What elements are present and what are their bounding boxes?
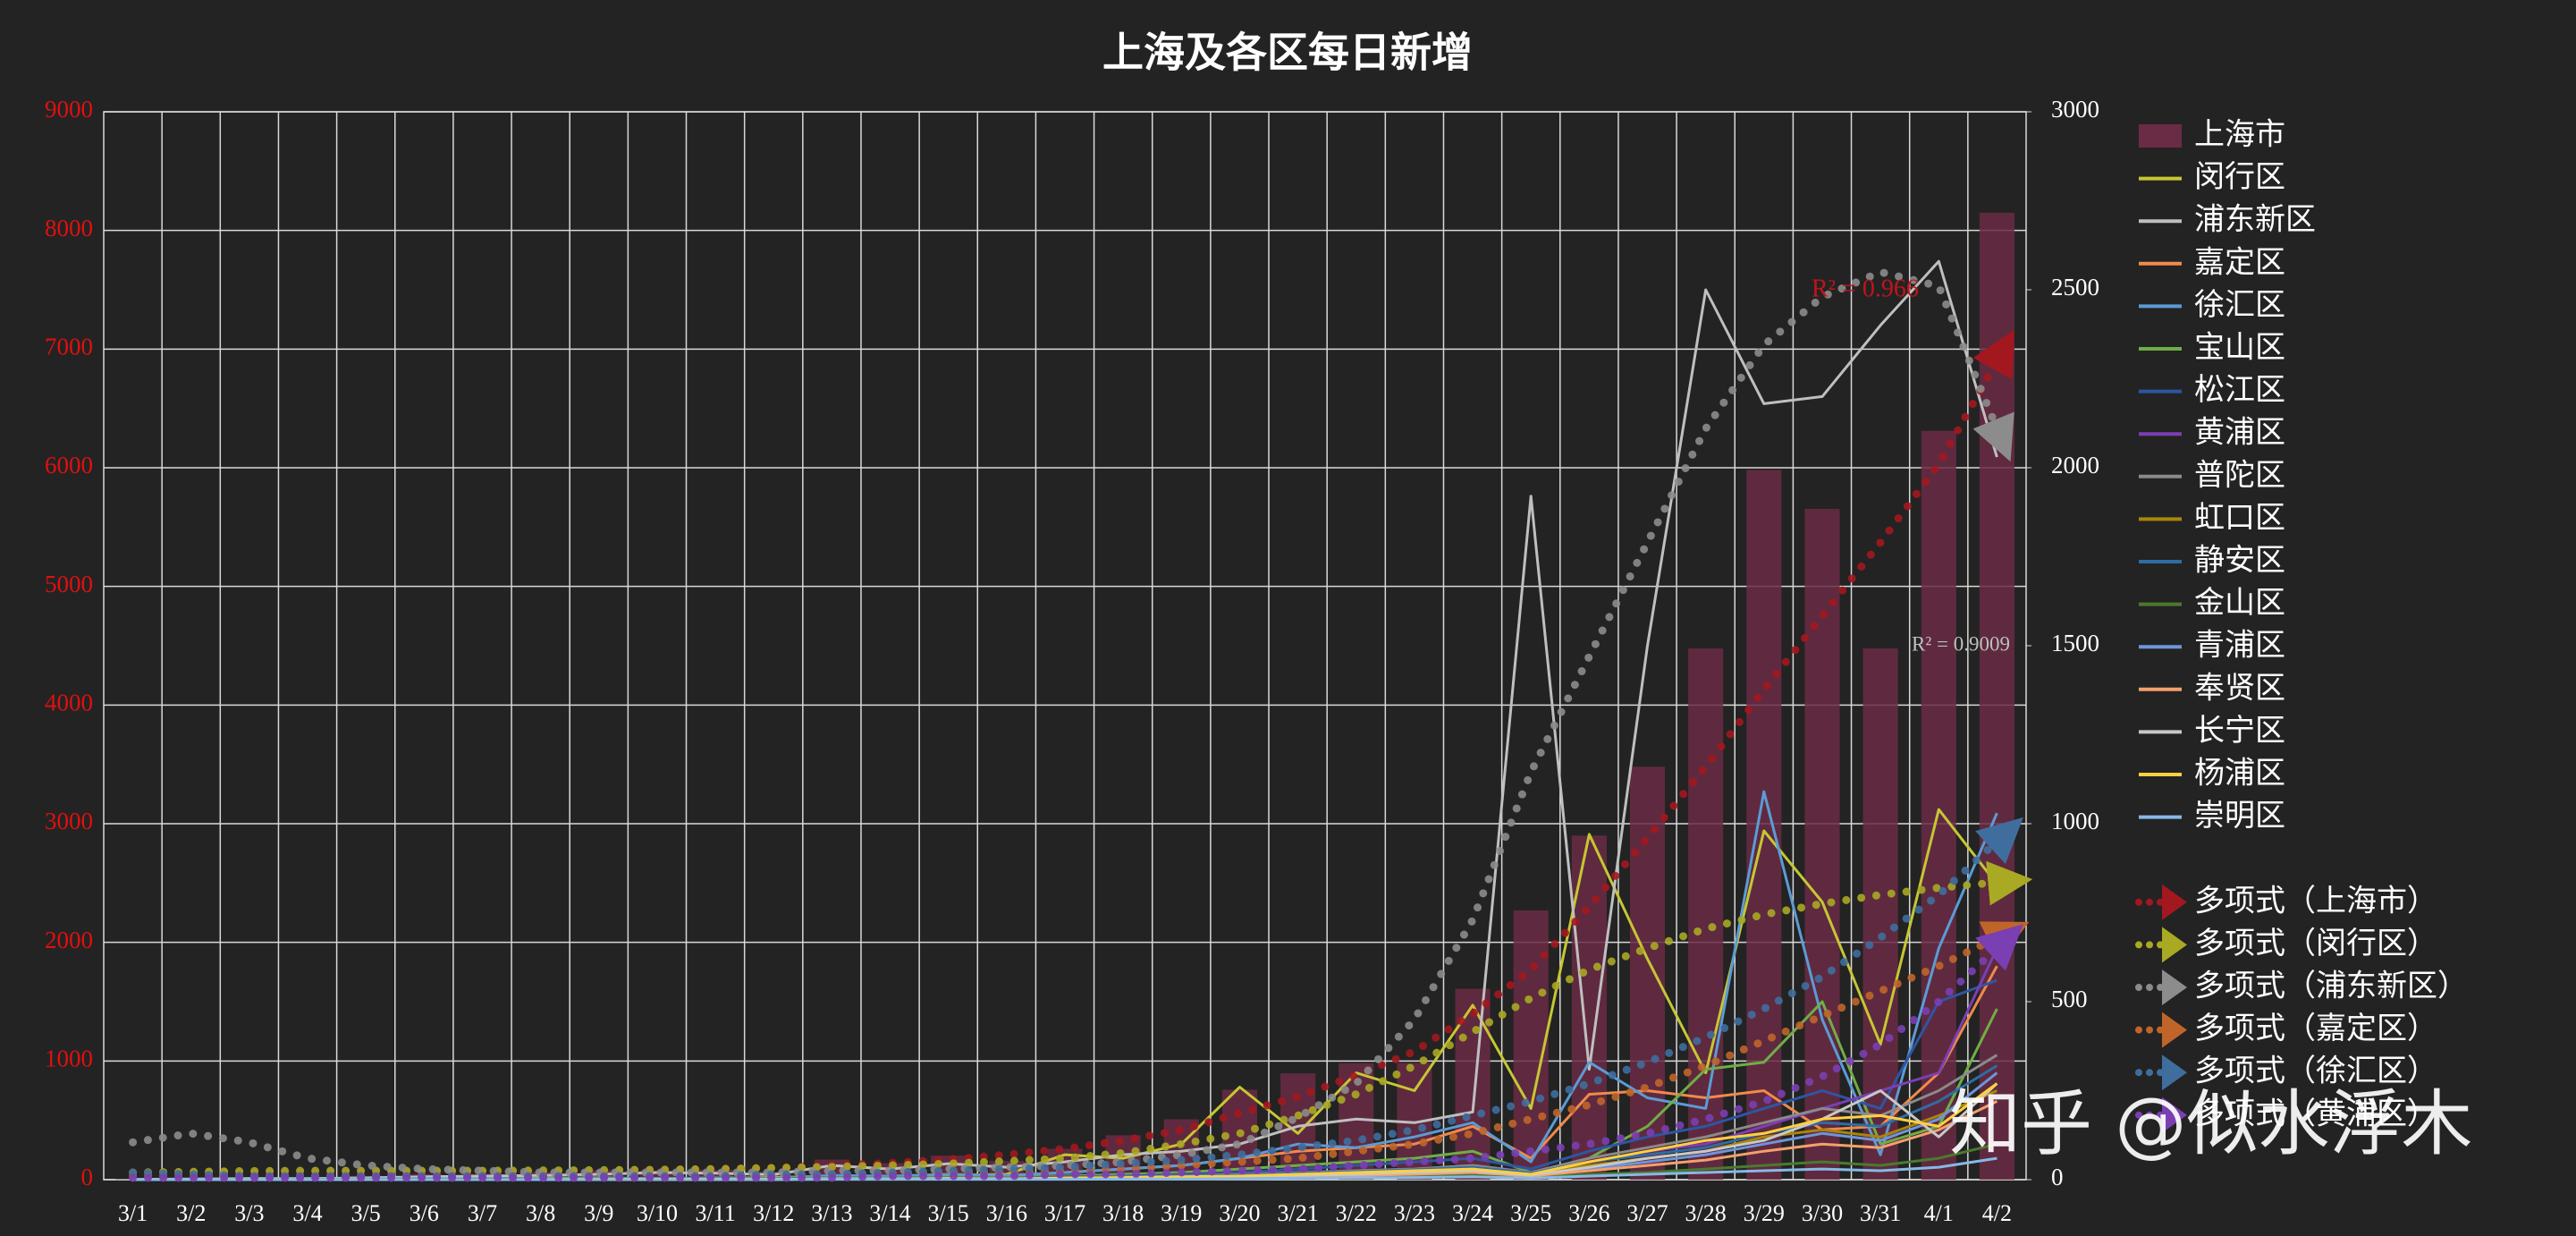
x-tick-label: 3/13 — [811, 1200, 852, 1226]
x-tick-label: 3/26 — [1568, 1200, 1609, 1226]
legend-label: 黄浦区 — [2194, 415, 2285, 451]
legend-label: 浦东新区 — [2194, 202, 2316, 238]
bar — [1921, 430, 1956, 1180]
x-tick-label: 3/15 — [928, 1200, 969, 1226]
legend-label: 上海市 — [2194, 117, 2285, 153]
x-tick-label: 3/29 — [1744, 1200, 1785, 1226]
x-tick-label: 3/17 — [1044, 1200, 1085, 1226]
y-tick-label: 8000 — [45, 215, 93, 241]
trend-line — [129, 860, 2033, 1177]
y2-tick-label: 1500 — [2051, 630, 2099, 656]
trend-line — [129, 817, 2023, 1181]
legend-label: 多项式（徐汇区） — [2194, 1054, 2437, 1089]
legend-label: 青浦区 — [2194, 628, 2285, 664]
x-tick-label: 3/31 — [1860, 1200, 1901, 1226]
y-tick-label: 2000 — [45, 927, 93, 953]
legend-label: 闵行区 — [2194, 159, 2285, 195]
y-tick-label: 9000 — [45, 96, 93, 123]
x-tick-label: 3/10 — [637, 1200, 678, 1226]
x-tick-label: 4/2 — [1982, 1200, 2012, 1226]
y-tick-label: 6000 — [45, 452, 93, 478]
x-tick-label: 3/25 — [1510, 1200, 1551, 1226]
legend-arrow — [2162, 969, 2187, 1005]
x-tick-label: 3/21 — [1277, 1200, 1318, 1226]
y2-tick-label: 2500 — [2051, 274, 2099, 301]
x-tick-label: 3/3 — [234, 1200, 264, 1226]
chart-title: 上海及各区每日新增 — [1102, 29, 1473, 77]
x-tick-label: 3/4 — [292, 1200, 322, 1226]
watermark: 知乎 @似水浮木 — [1949, 1082, 2472, 1165]
legend-label: 多项式（嘉定区） — [2194, 1011, 2437, 1046]
x-tick-label: 3/30 — [1802, 1200, 1843, 1226]
x-tick-label: 3/2 — [176, 1200, 206, 1226]
x-tick-label: 3/24 — [1452, 1200, 1493, 1226]
legend-label: 多项式（浦东新区） — [2194, 969, 2468, 1004]
legend-label: 宝山区 — [2194, 330, 2285, 366]
legend-label: 多项式（上海市） — [2194, 883, 2437, 919]
x-tick-label: 3/14 — [869, 1200, 910, 1226]
x-tick-label: 3/19 — [1161, 1200, 1202, 1226]
x-tick-label: 3/27 — [1626, 1200, 1668, 1226]
legend-arrow — [2162, 1012, 2187, 1048]
legend-label: 嘉定区 — [2194, 244, 2285, 280]
legend-label: 多项式（闵行区） — [2194, 926, 2437, 961]
y-tick-label: 0 — [81, 1164, 94, 1190]
annotation: R² = 0.9009 — [1912, 632, 2010, 655]
y2-tick-label: 1000 — [2051, 808, 2099, 834]
bar — [1629, 766, 1666, 1180]
x-tick-label: 3/23 — [1394, 1200, 1435, 1226]
x-tick-label: 3/1 — [118, 1200, 148, 1226]
legend-label: 徐汇区 — [2194, 287, 2285, 323]
y-tick-label: 4000 — [45, 690, 93, 716]
legend-arrow — [2162, 1054, 2187, 1091]
x-tick-label: 3/6 — [410, 1200, 439, 1226]
legend-label: 长宁区 — [2194, 713, 2285, 749]
x-tick-label: 3/11 — [695, 1200, 735, 1226]
legend-arrow — [2162, 927, 2187, 963]
legend-label: 虹口区 — [2194, 500, 2285, 536]
x-tick-label: 3/18 — [1102, 1200, 1144, 1226]
legend-swatch — [2139, 124, 2182, 148]
x-tick-label: 3/5 — [351, 1200, 381, 1226]
trend-line — [129, 921, 2030, 1181]
bar — [1688, 648, 1724, 1180]
y2-tick-label: 500 — [2051, 986, 2088, 1012]
legend-arrow — [2162, 884, 2187, 920]
y-tick-label: 3000 — [45, 808, 93, 834]
legend-label: 杨浦区 — [2194, 756, 2285, 792]
line — [132, 1156, 1997, 1181]
legend-label: 普陀区 — [2194, 457, 2285, 493]
trend-line — [129, 267, 2014, 1177]
bar — [697, 1169, 733, 1180]
y-tick-label: 7000 — [45, 334, 93, 360]
annotation: R² = 0.966 — [1812, 275, 1919, 302]
legend-label: 金山区 — [2194, 585, 2285, 621]
legend-label: 崇明区 — [2194, 798, 2285, 834]
legend-label: 松江区 — [2194, 372, 2285, 408]
x-tick-label: 3/16 — [986, 1200, 1027, 1226]
x-tick-label: 3/22 — [1336, 1200, 1377, 1226]
bar — [1746, 470, 1782, 1180]
bar — [639, 1171, 675, 1180]
x-tick-label: 3/8 — [526, 1200, 555, 1226]
y2-tick-label: 0 — [2051, 1164, 2064, 1190]
line — [132, 259, 1998, 1181]
legend-label: 多项式（黄浦区） — [2194, 1096, 2437, 1131]
y2-tick-label: 3000 — [2051, 96, 2099, 123]
y-tick-label: 1000 — [45, 1046, 93, 1072]
legend-label: 奉贤区 — [2194, 670, 2285, 706]
x-tick-label: 3/9 — [584, 1200, 613, 1226]
legend-arrow — [2162, 1096, 2187, 1133]
x-tick-label: 3/20 — [1219, 1200, 1260, 1226]
x-tick-label: 3/7 — [468, 1200, 497, 1226]
y-tick-label: 5000 — [45, 571, 93, 597]
x-tick-label: 3/12 — [753, 1200, 794, 1226]
x-tick-label: 3/28 — [1685, 1200, 1727, 1226]
x-tick-label: 4/1 — [1924, 1200, 1954, 1226]
legend-label: 静安区 — [2194, 543, 2285, 579]
y2-tick-label: 2000 — [2051, 452, 2099, 478]
